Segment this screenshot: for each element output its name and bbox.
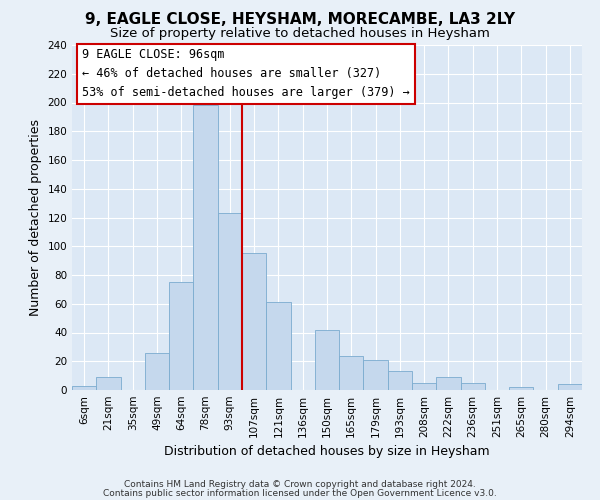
Bar	[412, 383, 436, 390]
Text: Contains public sector information licensed under the Open Government Licence v3: Contains public sector information licen…	[103, 488, 497, 498]
Bar	[72, 386, 96, 390]
Text: 9 EAGLE CLOSE: 96sqm
← 46% of detached houses are smaller (327)
53% of semi-deta: 9 EAGLE CLOSE: 96sqm ← 46% of detached h…	[82, 48, 410, 100]
X-axis label: Distribution of detached houses by size in Heysham: Distribution of detached houses by size …	[164, 446, 490, 458]
Bar	[339, 356, 364, 390]
Bar	[169, 282, 193, 390]
Bar	[242, 254, 266, 390]
Bar	[218, 213, 242, 390]
Y-axis label: Number of detached properties: Number of detached properties	[29, 119, 42, 316]
Bar	[436, 377, 461, 390]
Bar	[315, 330, 339, 390]
Bar	[388, 372, 412, 390]
Bar	[96, 377, 121, 390]
Bar	[509, 387, 533, 390]
Bar	[193, 106, 218, 390]
Bar	[145, 352, 169, 390]
Bar	[364, 360, 388, 390]
Text: Contains HM Land Registry data © Crown copyright and database right 2024.: Contains HM Land Registry data © Crown c…	[124, 480, 476, 489]
Text: 9, EAGLE CLOSE, HEYSHAM, MORECAMBE, LA3 2LY: 9, EAGLE CLOSE, HEYSHAM, MORECAMBE, LA3 …	[85, 12, 515, 28]
Bar	[558, 384, 582, 390]
Bar	[461, 383, 485, 390]
Bar	[266, 302, 290, 390]
Text: Size of property relative to detached houses in Heysham: Size of property relative to detached ho…	[110, 28, 490, 40]
